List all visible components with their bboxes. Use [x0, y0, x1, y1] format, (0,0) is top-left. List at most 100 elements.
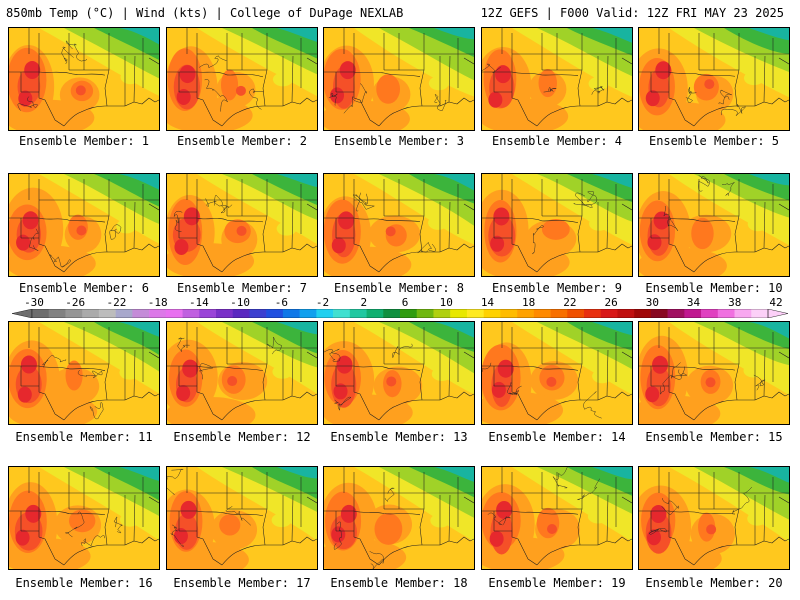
ensemble-member-caption: Ensemble Member: 13: [330, 430, 468, 444]
ensemble-member-map-17: [166, 466, 318, 570]
ensemble-member-map-11: [8, 321, 160, 425]
ensemble-member-caption: Ensemble Member: 17: [173, 576, 311, 590]
scale-color-swatch: [266, 309, 284, 318]
ensemble-member-caption: Ensemble Member: 19: [488, 576, 626, 590]
scale-right-arrow: [767, 309, 788, 318]
scale-tick-label: 38: [728, 296, 742, 309]
scale-color-swatch: [366, 309, 384, 318]
ensemble-map: [324, 174, 474, 276]
scale-tick-label: 34: [686, 296, 701, 309]
ensemble-map: [324, 28, 474, 130]
ensemble-member-caption: Ensemble Member: 3: [333, 134, 465, 148]
ensemble-map: [167, 322, 317, 424]
ensemble-map: [482, 174, 632, 276]
scale-color-swatch: [149, 309, 167, 318]
ensemble-member-caption: Ensemble Member: 10: [645, 281, 783, 295]
ensemble-member-caption: Ensemble Member: 1: [18, 134, 150, 148]
scale-color-swatch: [400, 309, 418, 318]
scale-color-swatch: [701, 309, 719, 318]
scale-color-swatch: [316, 309, 334, 318]
ensemble-member-map-6: [8, 173, 160, 277]
ensemble-map: [639, 322, 789, 424]
scale-color-swatch: [617, 309, 635, 318]
scale-color-swatch: [416, 309, 434, 318]
scale-tick-label: -10: [230, 296, 251, 309]
scale-color-swatch: [216, 309, 234, 318]
ensemble-map: [9, 28, 159, 130]
ensemble-map: [9, 322, 159, 424]
ensemble-member-map-13: [323, 321, 475, 425]
scale-color-swatch: [232, 309, 250, 318]
scale-color-swatch: [182, 309, 200, 318]
ensemble-map: [9, 467, 159, 569]
ensemble-member-map-19: [481, 466, 633, 570]
ensemble-map: [482, 28, 632, 130]
ensemble-member-caption: Ensemble Member: 4: [491, 134, 623, 148]
ensemble-member-caption: Ensemble Member: 6: [18, 281, 150, 295]
scale-color-swatch: [517, 309, 535, 318]
scale-tick-label: 30: [645, 296, 659, 309]
ensemble-member-map-10: [638, 173, 790, 277]
scale-color-swatch: [333, 309, 351, 318]
scale-tick-label: 6: [401, 296, 409, 309]
ensemble-member-map-20: [638, 466, 790, 570]
scale-color-swatch: [634, 309, 652, 318]
scale-tick-label: 10: [439, 296, 453, 309]
ensemble-member-map-12: [166, 321, 318, 425]
scale-color-swatch: [567, 309, 585, 318]
scale-tick-label: -18: [147, 296, 168, 309]
ensemble-member-caption: Ensemble Member: 16: [15, 576, 153, 590]
scale-color-swatch: [349, 309, 367, 318]
scale-color-swatch: [433, 309, 451, 318]
ensemble-member-map-7: [166, 173, 318, 277]
ensemble-member-map-4: [481, 27, 633, 131]
scale-color-swatch: [600, 309, 618, 318]
ensemble-member-map-9: [481, 173, 633, 277]
ensemble-member-caption: Ensemble Member: 8: [333, 281, 465, 295]
scale-color-swatch: [684, 309, 702, 318]
scale-tick-label: -26: [65, 296, 86, 309]
scale-color-swatch: [584, 309, 602, 318]
scale-color-swatch: [48, 309, 66, 318]
scale-color-swatch: [650, 309, 668, 318]
ensemble-map: [324, 467, 474, 569]
scale-tick-label: 42: [769, 296, 783, 309]
ensemble-member-map-5: [638, 27, 790, 131]
ensemble-map: [324, 322, 474, 424]
scale-color-swatch: [199, 309, 217, 318]
ensemble-map: [167, 467, 317, 569]
scale-color-swatch: [98, 309, 116, 318]
ensemble-member-caption: Ensemble Member: 7: [176, 281, 308, 295]
ensemble-member-map-14: [481, 321, 633, 425]
scale-color-swatch: [550, 309, 568, 318]
ensemble-member-caption: Ensemble Member: 11: [15, 430, 153, 444]
scale-tick-label: -30: [24, 296, 44, 309]
scale-color-swatch: [282, 309, 300, 318]
ensemble-member-caption: Ensemble Member: 14: [488, 430, 626, 444]
scale-tick-label: 18: [522, 296, 536, 309]
ensemble-map: [482, 322, 632, 424]
ensemble-member-map-2: [166, 27, 318, 131]
ensemble-member-caption: Ensemble Member: 2: [176, 134, 308, 148]
scale-color-swatch: [751, 309, 769, 318]
model-valid-time: 12Z GEFS | F000 Valid: 12Z FRI MAY 23 20…: [480, 6, 784, 20]
scale-color-swatch: [383, 309, 401, 318]
ensemble-member-map-1: [8, 27, 160, 131]
scale-color-swatch: [299, 309, 317, 318]
scale-tick-label: 26: [604, 296, 618, 309]
color-scale-bar: [12, 309, 788, 318]
scale-color-swatch: [717, 309, 735, 318]
color-scale-labels: -30 -26 -22 -18 -14 -10 -6 -2 2 6 10 14 18 22 26 30 34 38…: [12, 297, 788, 308]
scale-color-swatch: [249, 309, 267, 318]
scale-tick-label: 2: [360, 296, 368, 309]
ensemble-map: [639, 467, 789, 569]
scale-color-swatch: [32, 309, 50, 318]
scale-color-swatch: [82, 309, 100, 318]
ensemble-map: [639, 174, 789, 276]
scale-color-swatch: [483, 309, 501, 318]
ensemble-member-caption: Ensemble Member: 12: [173, 430, 311, 444]
ensemble-map: [167, 28, 317, 130]
scale-tick-label: -6: [274, 296, 288, 309]
ensemble-map: [9, 174, 159, 276]
ensemble-member-map-3: [323, 27, 475, 131]
